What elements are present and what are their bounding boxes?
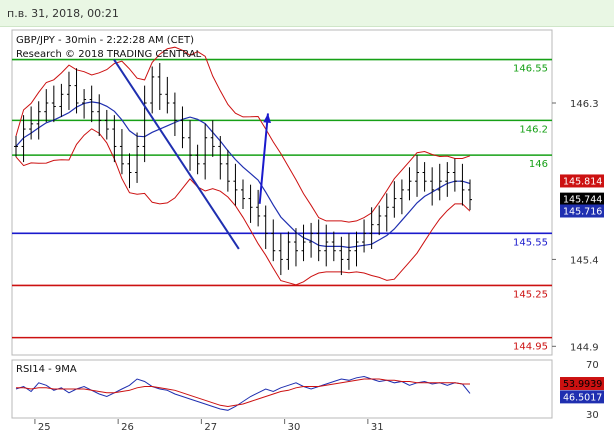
trendline — [113, 58, 240, 250]
price-tag-last: 145.744 — [563, 195, 602, 206]
level-label: 146 — [529, 159, 548, 170]
x-tick-label: 30 — [288, 422, 301, 433]
rsi-tag-rsi-box — [560, 390, 604, 404]
rsi-tag-rsi_ma-box — [560, 377, 604, 391]
y-tick-label: 144.9 — [570, 342, 599, 353]
chart-subtitle: Research © 2018 TRADING CENTRAL — [16, 49, 202, 60]
support-resistance-levels: 146.55 146.2 146 145.55 145.25 144.95 — [12, 58, 552, 353]
level-label: 144.95 — [513, 342, 548, 353]
price-tag-ma: 145.716 — [563, 206, 602, 217]
y-tick-label: 145.4 — [570, 255, 599, 266]
price-tag-ma-box — [560, 204, 604, 218]
forecast-arrow — [258, 113, 269, 204]
y-axis: 146.3 145.4 144.9 70 30 — [552, 99, 599, 421]
chart-title: GBP/JPY - 30min - 2:22:28 AM (CET) — [16, 35, 194, 46]
x-axis: 25 26 27 30 31 — [34, 419, 384, 433]
rsi-tag-rsi: 46.5017 — [563, 392, 602, 403]
datetime-label: п.в. 31, 2018, 00:21 — [7, 7, 119, 20]
price-tag-band-box — [560, 174, 604, 188]
level-label: 145.25 — [513, 289, 548, 300]
upper-band — [15, 46, 471, 223]
rsi-y-tick-label: 30 — [586, 410, 599, 421]
rsi-tag-rsi_ma: 53.9939 — [563, 379, 602, 390]
rsi-ma-line — [16, 378, 470, 408]
forecast-arrow-head — [263, 113, 272, 123]
x-tick-label: 27 — [204, 422, 217, 433]
x-tick-label: 25 — [38, 422, 51, 433]
level-label: 145.55 — [513, 237, 548, 248]
y-tick-label: 146.3 — [570, 99, 599, 110]
candlesticks — [14, 63, 472, 276]
chart-labels: GBP/JPY - 30min - 2:22:28 AM (CET) Resea… — [16, 35, 202, 375]
top-bar: п.в. 31, 2018, 00:21 — [0, 0, 614, 27]
price-tag-band: 145.814 — [563, 176, 602, 187]
rsi-y-tick-label: 70 — [586, 360, 599, 371]
lower-band — [15, 128, 471, 286]
price-panel-frame — [11, 29, 553, 356]
level-label: 146.2 — [519, 124, 548, 135]
rsi-lines — [15, 375, 471, 411]
overlays — [113, 58, 272, 250]
x-tick-label: 31 — [371, 422, 384, 433]
rsi-panel-frame — [11, 359, 553, 419]
level-label: 146.55 — [513, 64, 548, 75]
price-tag-last-box — [560, 192, 604, 206]
rsi-title: RSI14 - 9MA — [16, 364, 77, 375]
x-tick-label: 26 — [121, 422, 134, 433]
